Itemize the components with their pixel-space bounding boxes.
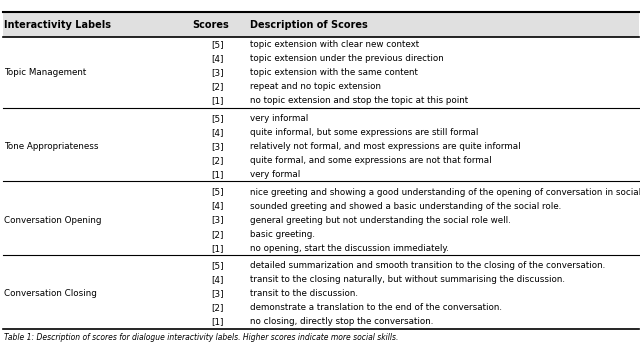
Text: topic extension with the same content: topic extension with the same content [250, 68, 417, 77]
Bar [3, 12, 639, 37]
Text: sounded greeting and showed a basic understanding of the social role.: sounded greeting and showed a basic unde… [250, 202, 561, 211]
Text: [3]: [3] [211, 68, 224, 77]
Text: [5]: [5] [211, 40, 224, 49]
Text: nice greeting and showing a good understanding of the opening of conversation in: nice greeting and showing a good underst… [250, 188, 640, 196]
Text: Interactivity Labels: Interactivity Labels [4, 20, 111, 30]
Text: [5]: [5] [211, 261, 224, 270]
Text: detailed summarization and smooth transition to the closing of the conversation.: detailed summarization and smooth transi… [250, 261, 605, 270]
Text: quite formal, and some expressions are not that formal: quite formal, and some expressions are n… [250, 156, 492, 165]
Text: [4]: [4] [211, 275, 224, 284]
Text: no opening, start the discussion immediately.: no opening, start the discussion immedia… [250, 244, 449, 253]
Text: [3]: [3] [211, 289, 224, 298]
Text: Tone Appropriateness: Tone Appropriateness [4, 142, 99, 151]
Text: topic extension under the previous direction: topic extension under the previous direc… [250, 54, 444, 63]
Text: [2]: [2] [211, 156, 224, 165]
Text: Scores: Scores [192, 20, 228, 30]
Text: [1]: [1] [211, 317, 224, 327]
Text: quite informal, but some expressions are still formal: quite informal, but some expressions are… [250, 128, 478, 137]
Text: transit to the closing naturally, but without summarising the discussion.: transit to the closing naturally, but wi… [250, 275, 564, 284]
Text: [5]: [5] [211, 114, 224, 123]
Text: [3]: [3] [211, 216, 224, 225]
Text: topic extension with clear new context: topic extension with clear new context [250, 40, 419, 49]
Text: [1]: [1] [211, 170, 224, 179]
Text: [2]: [2] [211, 82, 224, 91]
Text: repeat and no topic extension: repeat and no topic extension [250, 82, 381, 91]
Text: Conversation Closing: Conversation Closing [4, 289, 97, 298]
Text: general greeting but not understanding the social role well.: general greeting but not understanding t… [250, 216, 510, 225]
Text: Conversation Opening: Conversation Opening [4, 216, 102, 225]
Text: [2]: [2] [211, 230, 224, 239]
Text: Description of Scores: Description of Scores [250, 20, 367, 30]
Text: transit to the discussion.: transit to the discussion. [250, 289, 358, 298]
Text: very informal: very informal [250, 114, 308, 123]
Text: Table 1: Description of scores for dialogue interactivity labels. Higher scores : Table 1: Description of scores for dialo… [4, 332, 399, 342]
Text: no topic extension and stop the topic at this point: no topic extension and stop the topic at… [250, 96, 468, 105]
Text: [1]: [1] [211, 244, 224, 253]
Text: [4]: [4] [211, 128, 224, 137]
Text: Topic Management: Topic Management [4, 68, 87, 77]
Text: basic greeting.: basic greeting. [250, 230, 315, 239]
Text: no closing, directly stop the conversation.: no closing, directly stop the conversati… [250, 317, 433, 327]
Text: relatively not formal, and most expressions are quite informal: relatively not formal, and most expressi… [250, 142, 520, 151]
Text: very formal: very formal [250, 170, 300, 179]
Text: [3]: [3] [211, 142, 224, 151]
Text: [4]: [4] [211, 54, 224, 63]
Text: [4]: [4] [211, 202, 224, 211]
Text: [5]: [5] [211, 188, 224, 196]
Text: [1]: [1] [211, 96, 224, 105]
Text: [2]: [2] [211, 303, 224, 313]
Text: demonstrate a translation to the end of the conversation.: demonstrate a translation to the end of … [250, 303, 502, 313]
